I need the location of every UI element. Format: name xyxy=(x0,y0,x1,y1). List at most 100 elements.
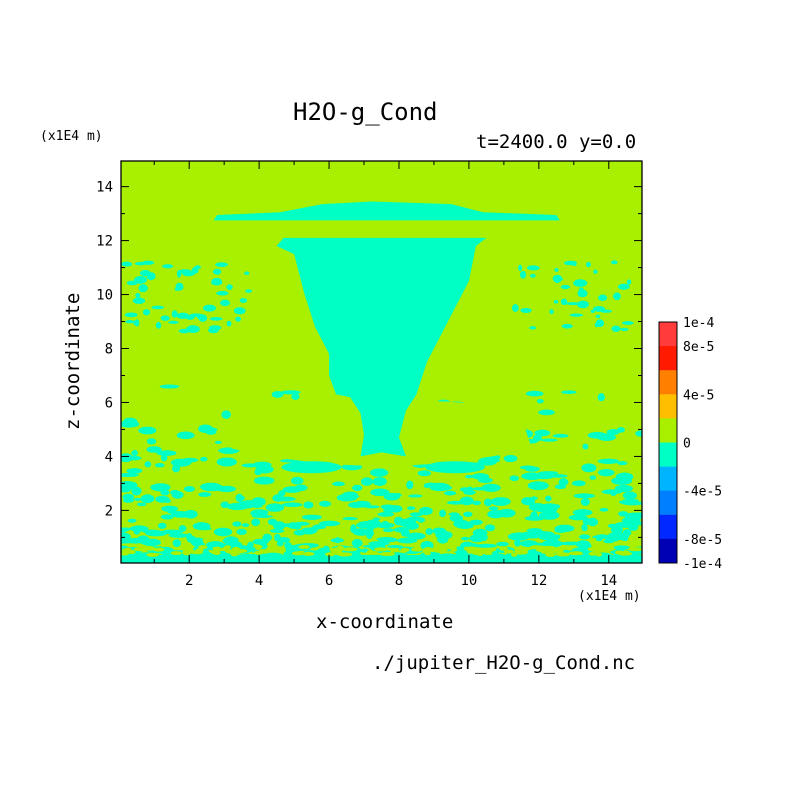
cloud-patch xyxy=(496,541,509,547)
y-tick-label: 4 xyxy=(105,449,113,465)
cloud-patch xyxy=(150,483,171,492)
cloud-patch xyxy=(126,468,143,474)
cloud-patch xyxy=(610,260,618,265)
cloud-patch xyxy=(425,528,433,535)
colorbar-label: 0 xyxy=(683,437,691,452)
x-tick-label: 6 xyxy=(325,573,333,589)
cloud-patch xyxy=(348,501,365,509)
cloud-patch xyxy=(595,537,603,542)
cloud-patch xyxy=(483,498,492,507)
cloud-patch xyxy=(276,540,284,547)
cloud-patch xyxy=(581,523,588,532)
colorbar: 1e-4 8e-5 4e-5 0 -4e-5 -8e-5 -1e-4 xyxy=(658,316,722,572)
cloud-patch xyxy=(526,265,540,271)
cloud-patch xyxy=(215,271,220,275)
colorbar-swatch xyxy=(659,466,677,492)
cloud-patch xyxy=(375,522,395,529)
cloud-patch xyxy=(364,505,380,509)
cloud-patch xyxy=(380,504,395,510)
cloud-patch xyxy=(366,531,373,540)
clear-patch xyxy=(568,551,583,556)
cloud-patch xyxy=(332,481,345,487)
cloud-patch xyxy=(357,529,367,534)
cloud-patch xyxy=(213,527,233,537)
cloud-patch xyxy=(216,457,237,467)
cloud-patch xyxy=(222,538,232,543)
cloud-patch xyxy=(218,447,240,454)
cloud-patch xyxy=(160,514,174,520)
cloud-patch xyxy=(382,528,394,533)
cloud-patch xyxy=(214,440,222,445)
cloud-patch xyxy=(423,483,431,488)
x-tick-label: 4 xyxy=(255,573,263,589)
clear-patch xyxy=(627,547,642,552)
cloud-patch xyxy=(138,426,157,435)
cloud-patch xyxy=(406,506,416,511)
clear-patch xyxy=(466,546,480,551)
cloud-patch xyxy=(171,490,184,499)
cloud-patch xyxy=(352,484,363,492)
cloud-patch xyxy=(408,494,423,498)
clear-patch xyxy=(366,550,373,555)
clear-patch xyxy=(259,549,266,554)
cloud-patch xyxy=(383,508,398,513)
clear-patch xyxy=(302,551,315,556)
cloud-patch xyxy=(172,539,182,548)
cloud-patch xyxy=(453,519,471,529)
cloud-patch xyxy=(127,455,142,461)
cloud-patch xyxy=(546,538,559,543)
clear-patch xyxy=(170,551,182,556)
cloud-patch xyxy=(435,530,453,540)
cloud-patch xyxy=(518,264,523,272)
chart-subtitle: t=2400.0 y=0.0 xyxy=(476,131,637,153)
cloud-patch xyxy=(134,319,140,327)
cloud-patch xyxy=(558,478,569,486)
cloud-patch xyxy=(159,384,180,389)
colorbar-swatch xyxy=(659,394,677,419)
cloud-patch xyxy=(599,507,609,512)
cloud-patch xyxy=(370,488,390,497)
cloud-patch xyxy=(241,523,250,527)
cloud-patch xyxy=(600,309,613,313)
cloud-patch xyxy=(135,292,141,298)
cloud-patch xyxy=(463,511,473,517)
cloud-patch xyxy=(198,492,212,497)
clear-patch xyxy=(476,551,484,556)
cloud-patch xyxy=(221,410,231,419)
cloud-patch xyxy=(545,495,552,502)
x-tick-label: 2 xyxy=(185,573,193,589)
cloud-patch xyxy=(198,424,213,433)
x-axis-label: x-coordinate xyxy=(316,611,454,633)
cloud-patch xyxy=(121,473,139,478)
cloud-patch xyxy=(124,312,138,318)
cloud-patch xyxy=(216,290,229,296)
y-tick-label: 14 xyxy=(96,180,113,196)
cloud-patch xyxy=(351,539,363,548)
cloud-patch xyxy=(534,429,551,437)
cloud-patch xyxy=(254,509,269,514)
cloud-patch xyxy=(131,486,142,496)
cloud-patch xyxy=(524,515,545,521)
cloud-patch xyxy=(621,321,634,325)
cloud-patch xyxy=(587,517,599,527)
colorbar-label: 1e-4 xyxy=(683,316,714,331)
cloud-patch xyxy=(560,541,582,546)
clear-patch xyxy=(545,552,556,557)
cloud-patch xyxy=(561,323,573,329)
colorbar-swatch xyxy=(659,442,677,468)
clear-patch xyxy=(467,549,474,554)
cloud-patch xyxy=(614,484,633,492)
cloud-patch xyxy=(460,536,470,541)
cloud-patch xyxy=(167,511,186,515)
cloud-patch xyxy=(300,527,317,535)
clear-patch xyxy=(146,552,159,557)
cloud-patch xyxy=(616,427,625,433)
cloud-patch xyxy=(573,493,595,499)
cloud-patch xyxy=(549,309,554,315)
cloud-patch xyxy=(121,532,131,541)
clear-patch xyxy=(379,552,395,557)
cloud-patch xyxy=(571,480,586,487)
cloud-patch xyxy=(133,497,142,501)
cloud-patch xyxy=(622,491,637,500)
cloud-patch xyxy=(514,539,521,547)
